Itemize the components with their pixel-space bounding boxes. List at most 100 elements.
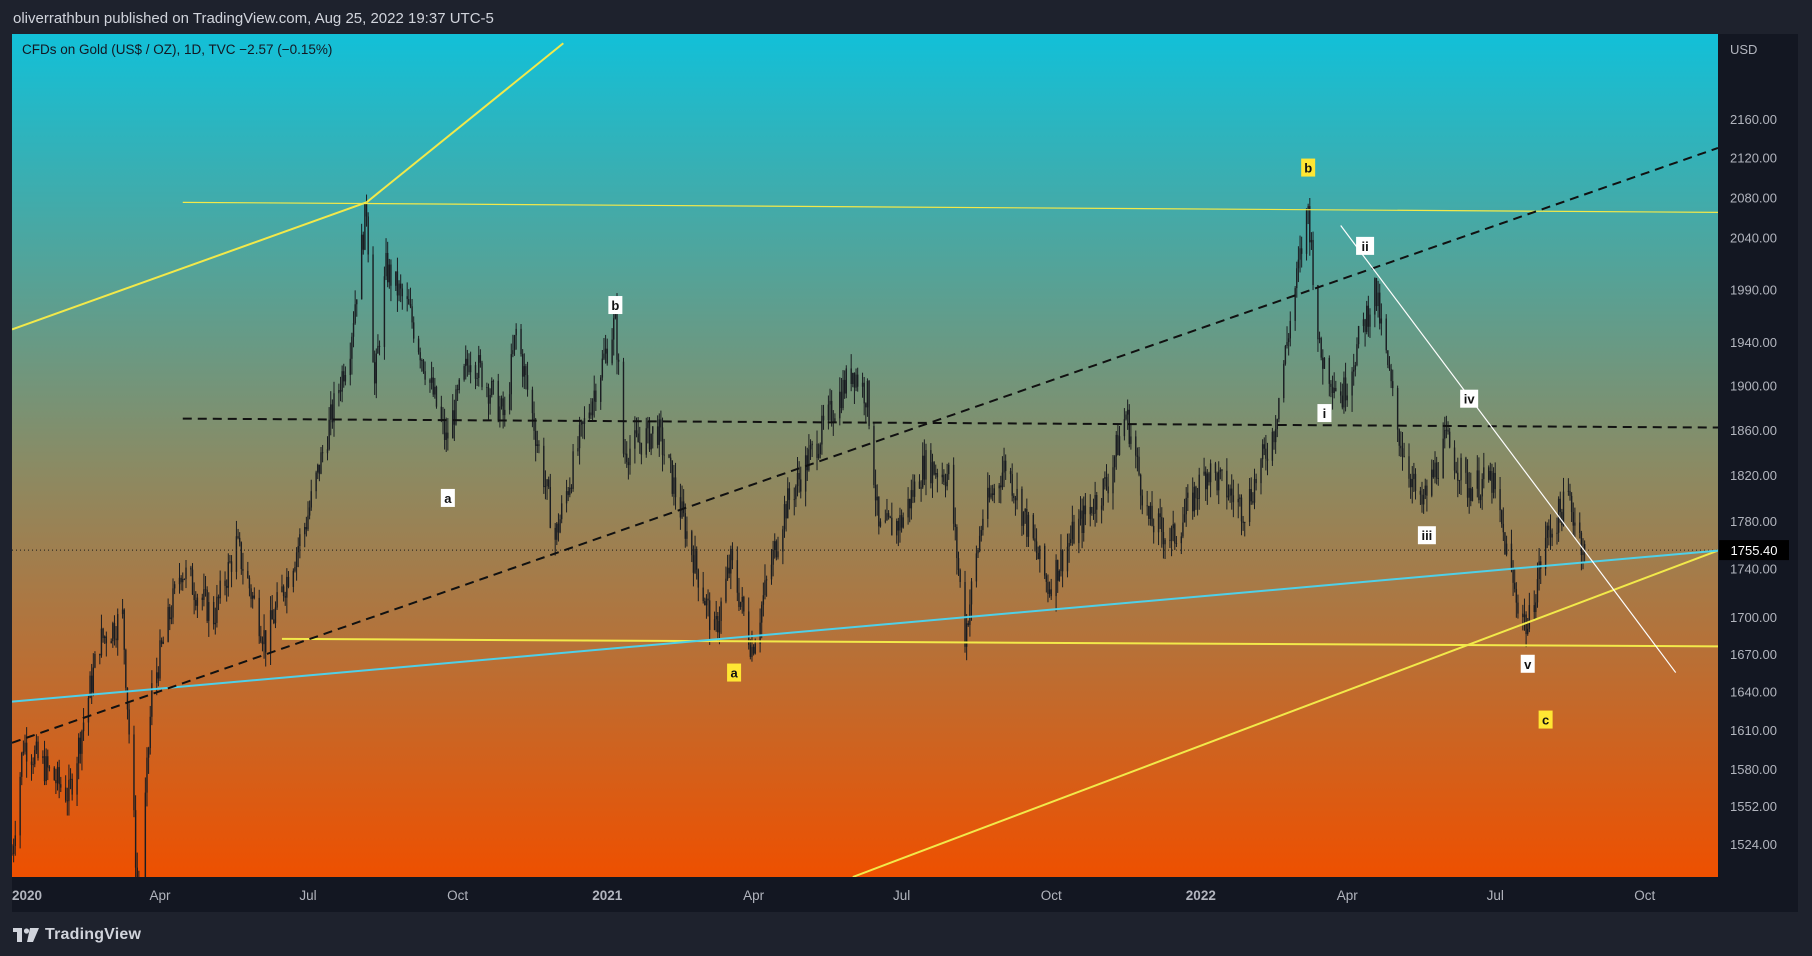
plot-background — [12, 34, 1718, 877]
candle-body — [157, 672, 160, 679]
candle-body — [604, 348, 607, 354]
trendline-yellow[interactable] — [12, 201, 367, 331]
price-tick-label: 1524.00 — [1730, 837, 1777, 852]
candle-body — [956, 526, 958, 559]
candle-body — [819, 444, 821, 454]
price-tick-label: 2080.00 — [1730, 190, 1777, 205]
candle-body — [1514, 582, 1516, 589]
candle-body — [660, 419, 662, 428]
candle-body — [1408, 456, 1410, 479]
candle-body — [100, 628, 103, 656]
candle-body — [702, 587, 704, 602]
candle-body — [622, 361, 625, 454]
chart-frame[interactable]: a b a b ii i iv iii v c 2160.00 2120.00 2080.00 2040… — [12, 34, 1798, 912]
candle-body — [1396, 388, 1399, 430]
trendline-yellow[interactable] — [281, 637, 1718, 648]
wave-label-box — [727, 663, 742, 682]
candle-body — [1411, 479, 1413, 488]
candle-body — [466, 358, 469, 366]
candle-body — [1401, 448, 1404, 457]
candle-body — [1016, 488, 1018, 501]
candle-body — [1330, 383, 1332, 387]
candle-body — [42, 756, 44, 759]
candle-body — [1265, 448, 1267, 459]
chart-legend: CFDs on Gold (US$ / OZ), 1D, TVC −2.57 (… — [22, 42, 332, 57]
candle-body — [53, 767, 55, 781]
candle-body — [538, 444, 540, 446]
candle-body — [328, 419, 330, 450]
candle-body — [87, 697, 90, 723]
time-axis[interactable]: 2020 Apr Jul Oct 2021 Apr Jul Oct 2022 Apr Jul Oct — [12, 888, 1656, 903]
candle-body — [967, 623, 969, 625]
trendline-black[interactable] — [182, 417, 1718, 429]
candle-body — [1403, 456, 1405, 458]
candle-body — [247, 570, 249, 578]
candle-body — [682, 501, 685, 514]
candle-body — [899, 515, 901, 531]
candle-body — [1351, 371, 1353, 396]
candle-body — [195, 600, 197, 606]
candle-body — [344, 375, 347, 382]
candle-body — [1374, 278, 1376, 315]
candle-body — [1476, 470, 1479, 489]
candle-body — [430, 377, 433, 383]
trendlines[interactable] — [12, 42, 1718, 877]
candle-body — [1021, 488, 1023, 526]
candle-body — [543, 445, 545, 488]
candle-body — [1050, 589, 1052, 597]
candle-body — [406, 296, 408, 299]
trendline-yellow[interactable] — [365, 42, 564, 204]
candle-body — [1055, 560, 1057, 597]
candle-body — [1032, 514, 1035, 539]
candle-body — [1426, 485, 1428, 496]
price-axis-background[interactable] — [1718, 34, 1798, 877]
time-axis-background[interactable] — [12, 877, 1798, 912]
candle-body — [1240, 497, 1243, 522]
candle-body — [1250, 489, 1252, 502]
price-axis[interactable]: 2160.00 2120.00 2080.00 2040.00 1990.00 1940.… — [1719, 112, 1789, 852]
candle-body — [673, 477, 675, 494]
candle-body — [478, 355, 480, 378]
candle-body — [1525, 614, 1527, 635]
candle-body — [580, 421, 582, 425]
candle-body — [456, 389, 459, 391]
price-tick-label: 1740.00 — [1730, 561, 1777, 576]
candle-body — [1548, 525, 1550, 531]
candle-body — [77, 737, 80, 764]
candle-body — [1299, 248, 1301, 260]
trendline-black[interactable] — [12, 147, 1718, 744]
candle-body — [533, 413, 535, 431]
candle-body — [1112, 467, 1114, 494]
candle-body — [196, 597, 199, 606]
candle-body — [645, 428, 647, 455]
candle-body — [373, 362, 376, 384]
trendline-yellow[interactable] — [852, 549, 1718, 877]
candle-body — [481, 362, 483, 388]
candle-body — [476, 377, 478, 379]
candle-body — [1180, 536, 1183, 544]
candle-body — [774, 541, 776, 551]
candle-body — [1517, 602, 1519, 614]
candle-body — [123, 609, 125, 650]
candle-body — [959, 569, 961, 583]
candle-body — [242, 569, 244, 571]
candle-body — [787, 488, 789, 519]
candle-body — [809, 445, 812, 450]
candle-body — [173, 584, 176, 589]
candle-body — [588, 412, 591, 419]
candle-body — [224, 580, 226, 586]
candle-body — [491, 380, 493, 395]
candle-body — [1208, 473, 1210, 483]
candle-body — [269, 610, 272, 653]
candle-body — [852, 372, 854, 385]
candle-body — [1422, 494, 1425, 505]
candle-body — [447, 432, 449, 439]
candle-body — [1479, 496, 1482, 501]
trendline-yellow[interactable] — [182, 201, 1718, 213]
trendline-white[interactable] — [1340, 225, 1677, 673]
tradingview-logo[interactable]: TradingView — [13, 924, 141, 946]
trendline-cyan[interactable] — [12, 549, 1718, 703]
candle-body — [1135, 436, 1137, 456]
price-tick-label: 1990.00 — [1730, 282, 1777, 297]
